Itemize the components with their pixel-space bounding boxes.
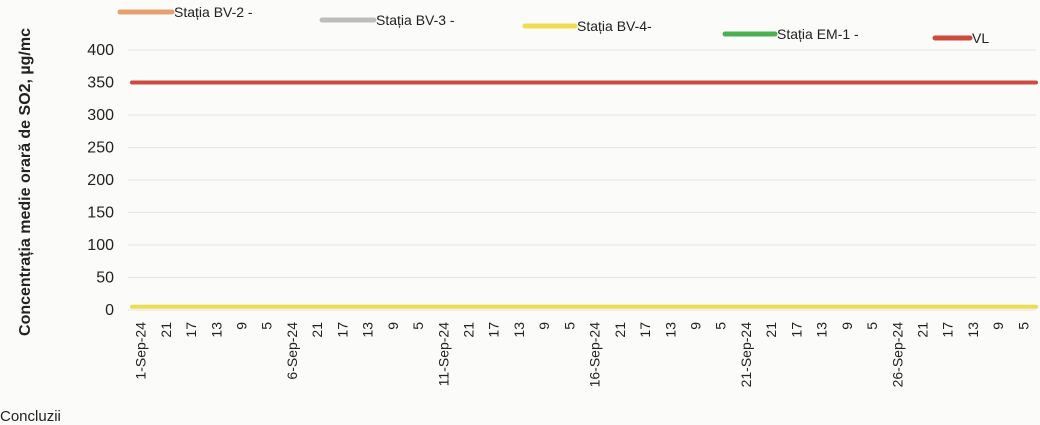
x-tick-label: 9	[234, 322, 250, 330]
x-tick-label: 6-Sep-24	[284, 322, 300, 380]
x-tick-label: 13	[208, 322, 224, 338]
x-tick-label: 11-Sep-24	[435, 322, 451, 387]
x-tick-label: 5	[259, 322, 275, 330]
y-axis-label: Concentrația medie orară de SO2, µg/mc	[17, 28, 34, 336]
x-tick-label: 1-Sep-24	[133, 322, 149, 380]
x-tick-label: 21-Sep-24	[738, 322, 754, 388]
x-tick-label: 13	[965, 322, 981, 338]
x-tick-label: 13	[511, 322, 527, 338]
x-tick-label: 9	[688, 322, 704, 330]
legend-label: Stația EM-1 -	[777, 26, 859, 42]
x-tick-label: 17	[788, 322, 804, 338]
x-tick-label: 21	[612, 322, 628, 338]
legend-label: Stația BV-4-	[577, 18, 652, 34]
y-tick-label: 250	[87, 140, 114, 157]
y-tick-label: 300	[87, 107, 114, 124]
y-tick-label: 50	[96, 270, 114, 287]
x-tick-label: 21	[309, 322, 325, 338]
legend-label: Stația BV-3 -	[376, 12, 455, 28]
x-tick-label: 9	[990, 322, 1006, 330]
y-tick-label: 150	[87, 205, 114, 222]
x-tick-label: 21	[915, 322, 931, 338]
x-tick-label: 5	[864, 322, 880, 330]
x-tick-label: 16-Sep-24	[587, 322, 603, 388]
x-tick-label: 9	[385, 322, 401, 330]
x-tick-label: 13	[662, 322, 678, 338]
x-tick-label: 9	[536, 322, 552, 330]
x-tick-label: 17	[940, 322, 956, 338]
x-tick-label: 9	[839, 322, 855, 330]
x-tick-label: 21	[158, 322, 174, 338]
x-tick-label: 13	[360, 322, 376, 338]
x-tick-label: 5	[561, 322, 577, 330]
y-tick-label: 100	[87, 237, 114, 254]
x-tick-label: 21	[763, 322, 779, 338]
legend-label: VL	[972, 30, 989, 46]
x-tick-label: 26-Sep-24	[889, 322, 905, 388]
x-tick-label: 17	[334, 322, 350, 338]
y-tick-label: 200	[87, 172, 114, 189]
y-tick-label: 400	[87, 42, 114, 59]
x-tick-label: 17	[183, 322, 199, 338]
y-tick-label: 0	[105, 302, 114, 319]
y-tick-label: 350	[87, 75, 114, 92]
x-tick-label: 5	[713, 322, 729, 330]
x-tick-label: 17	[637, 322, 653, 338]
legend-label: Stația BV-2 -	[174, 4, 253, 20]
x-tick-label: 5	[1015, 322, 1031, 330]
x-tick-label: 13	[814, 322, 830, 338]
x-tick-label: 21	[461, 322, 477, 338]
x-tick-label: 17	[486, 322, 502, 338]
footer-heading: Concluzii	[0, 408, 61, 425]
x-tick-label: 5	[410, 322, 426, 330]
